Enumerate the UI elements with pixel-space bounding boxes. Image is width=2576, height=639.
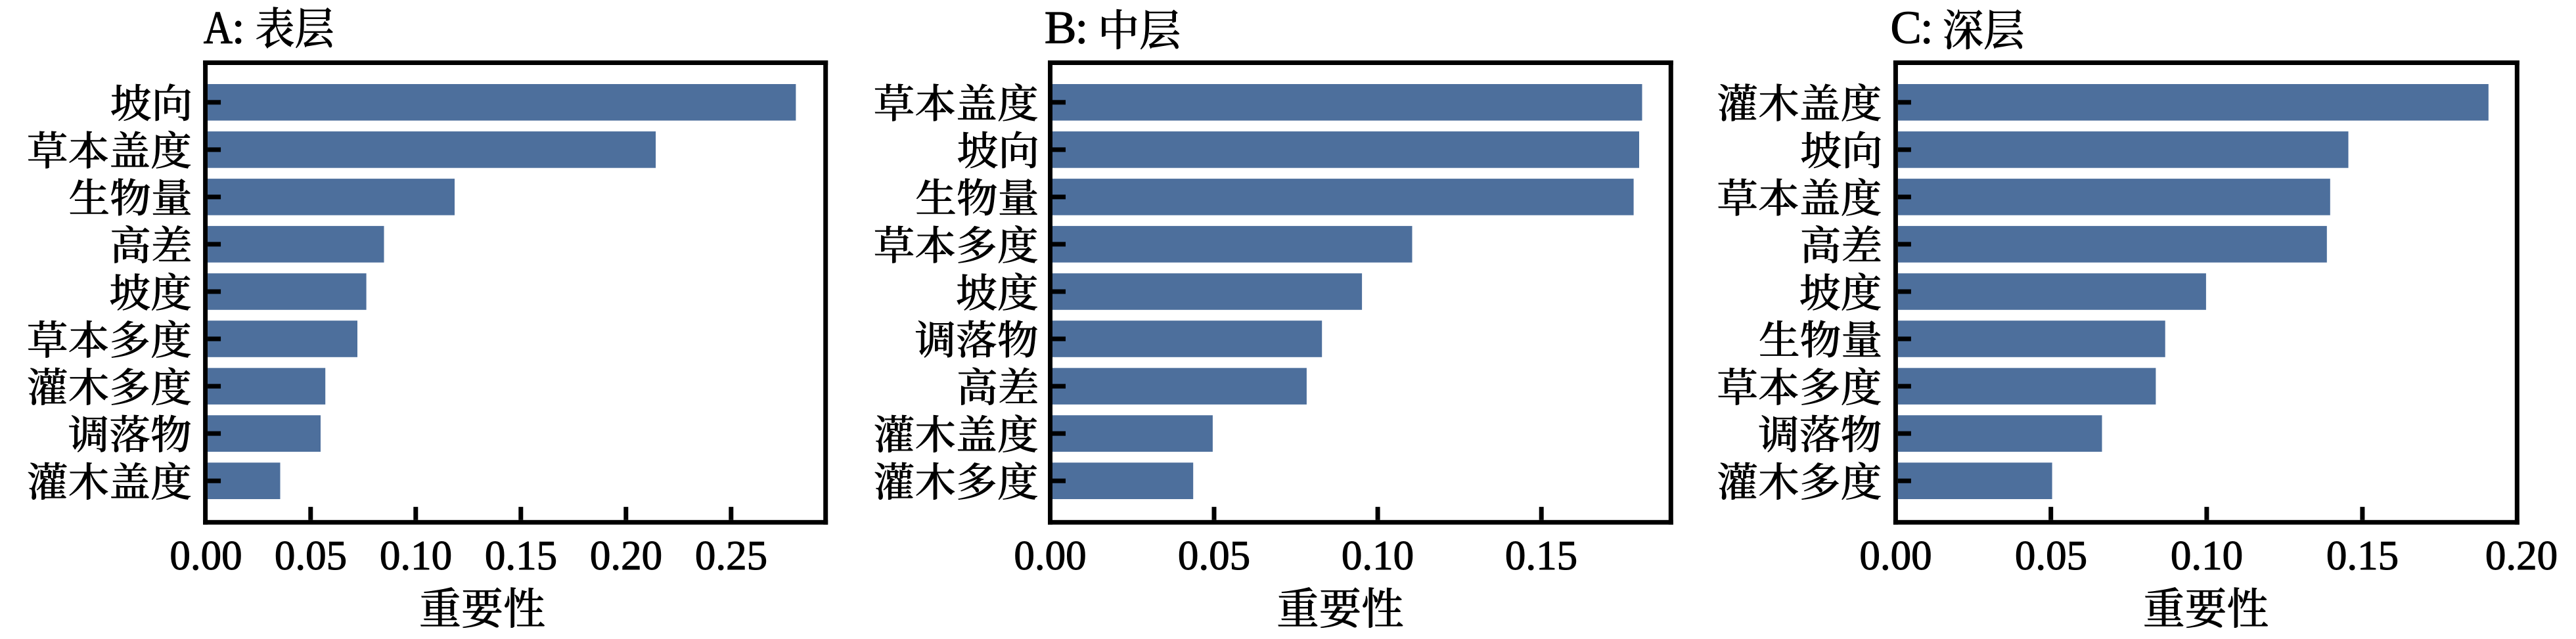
svg-text:A: A [204, 2, 233, 53]
svg-text:0.15: 0.15 [2326, 533, 2399, 579]
svg-text:0.10: 0.10 [380, 533, 452, 579]
svg-text:0.05: 0.05 [2015, 533, 2087, 579]
svg-text:0.15: 0.15 [1505, 533, 1577, 579]
svg-text:B: B [1045, 2, 1077, 54]
svg-text:0.05: 0.05 [275, 533, 347, 579]
svg-text:0.00: 0.00 [1859, 533, 1932, 579]
svg-text:0.20: 0.20 [2485, 533, 2558, 579]
svg-text:0.05: 0.05 [1178, 533, 1250, 579]
svg-text:0.00: 0.00 [169, 533, 242, 579]
svg-text:C: C [1891, 2, 1922, 53]
svg-text::: : [1920, 3, 1933, 54]
svg-text:0.15: 0.15 [485, 533, 557, 579]
svg-text:0.25: 0.25 [695, 533, 767, 579]
svg-text::: : [232, 3, 245, 54]
svg-text:0.20: 0.20 [590, 533, 662, 579]
svg-text:0.10: 0.10 [2171, 533, 2243, 579]
svg-text:0.10: 0.10 [1342, 533, 1414, 579]
svg-text:0.00: 0.00 [1014, 533, 1086, 579]
svg-text::: : [1075, 3, 1089, 54]
